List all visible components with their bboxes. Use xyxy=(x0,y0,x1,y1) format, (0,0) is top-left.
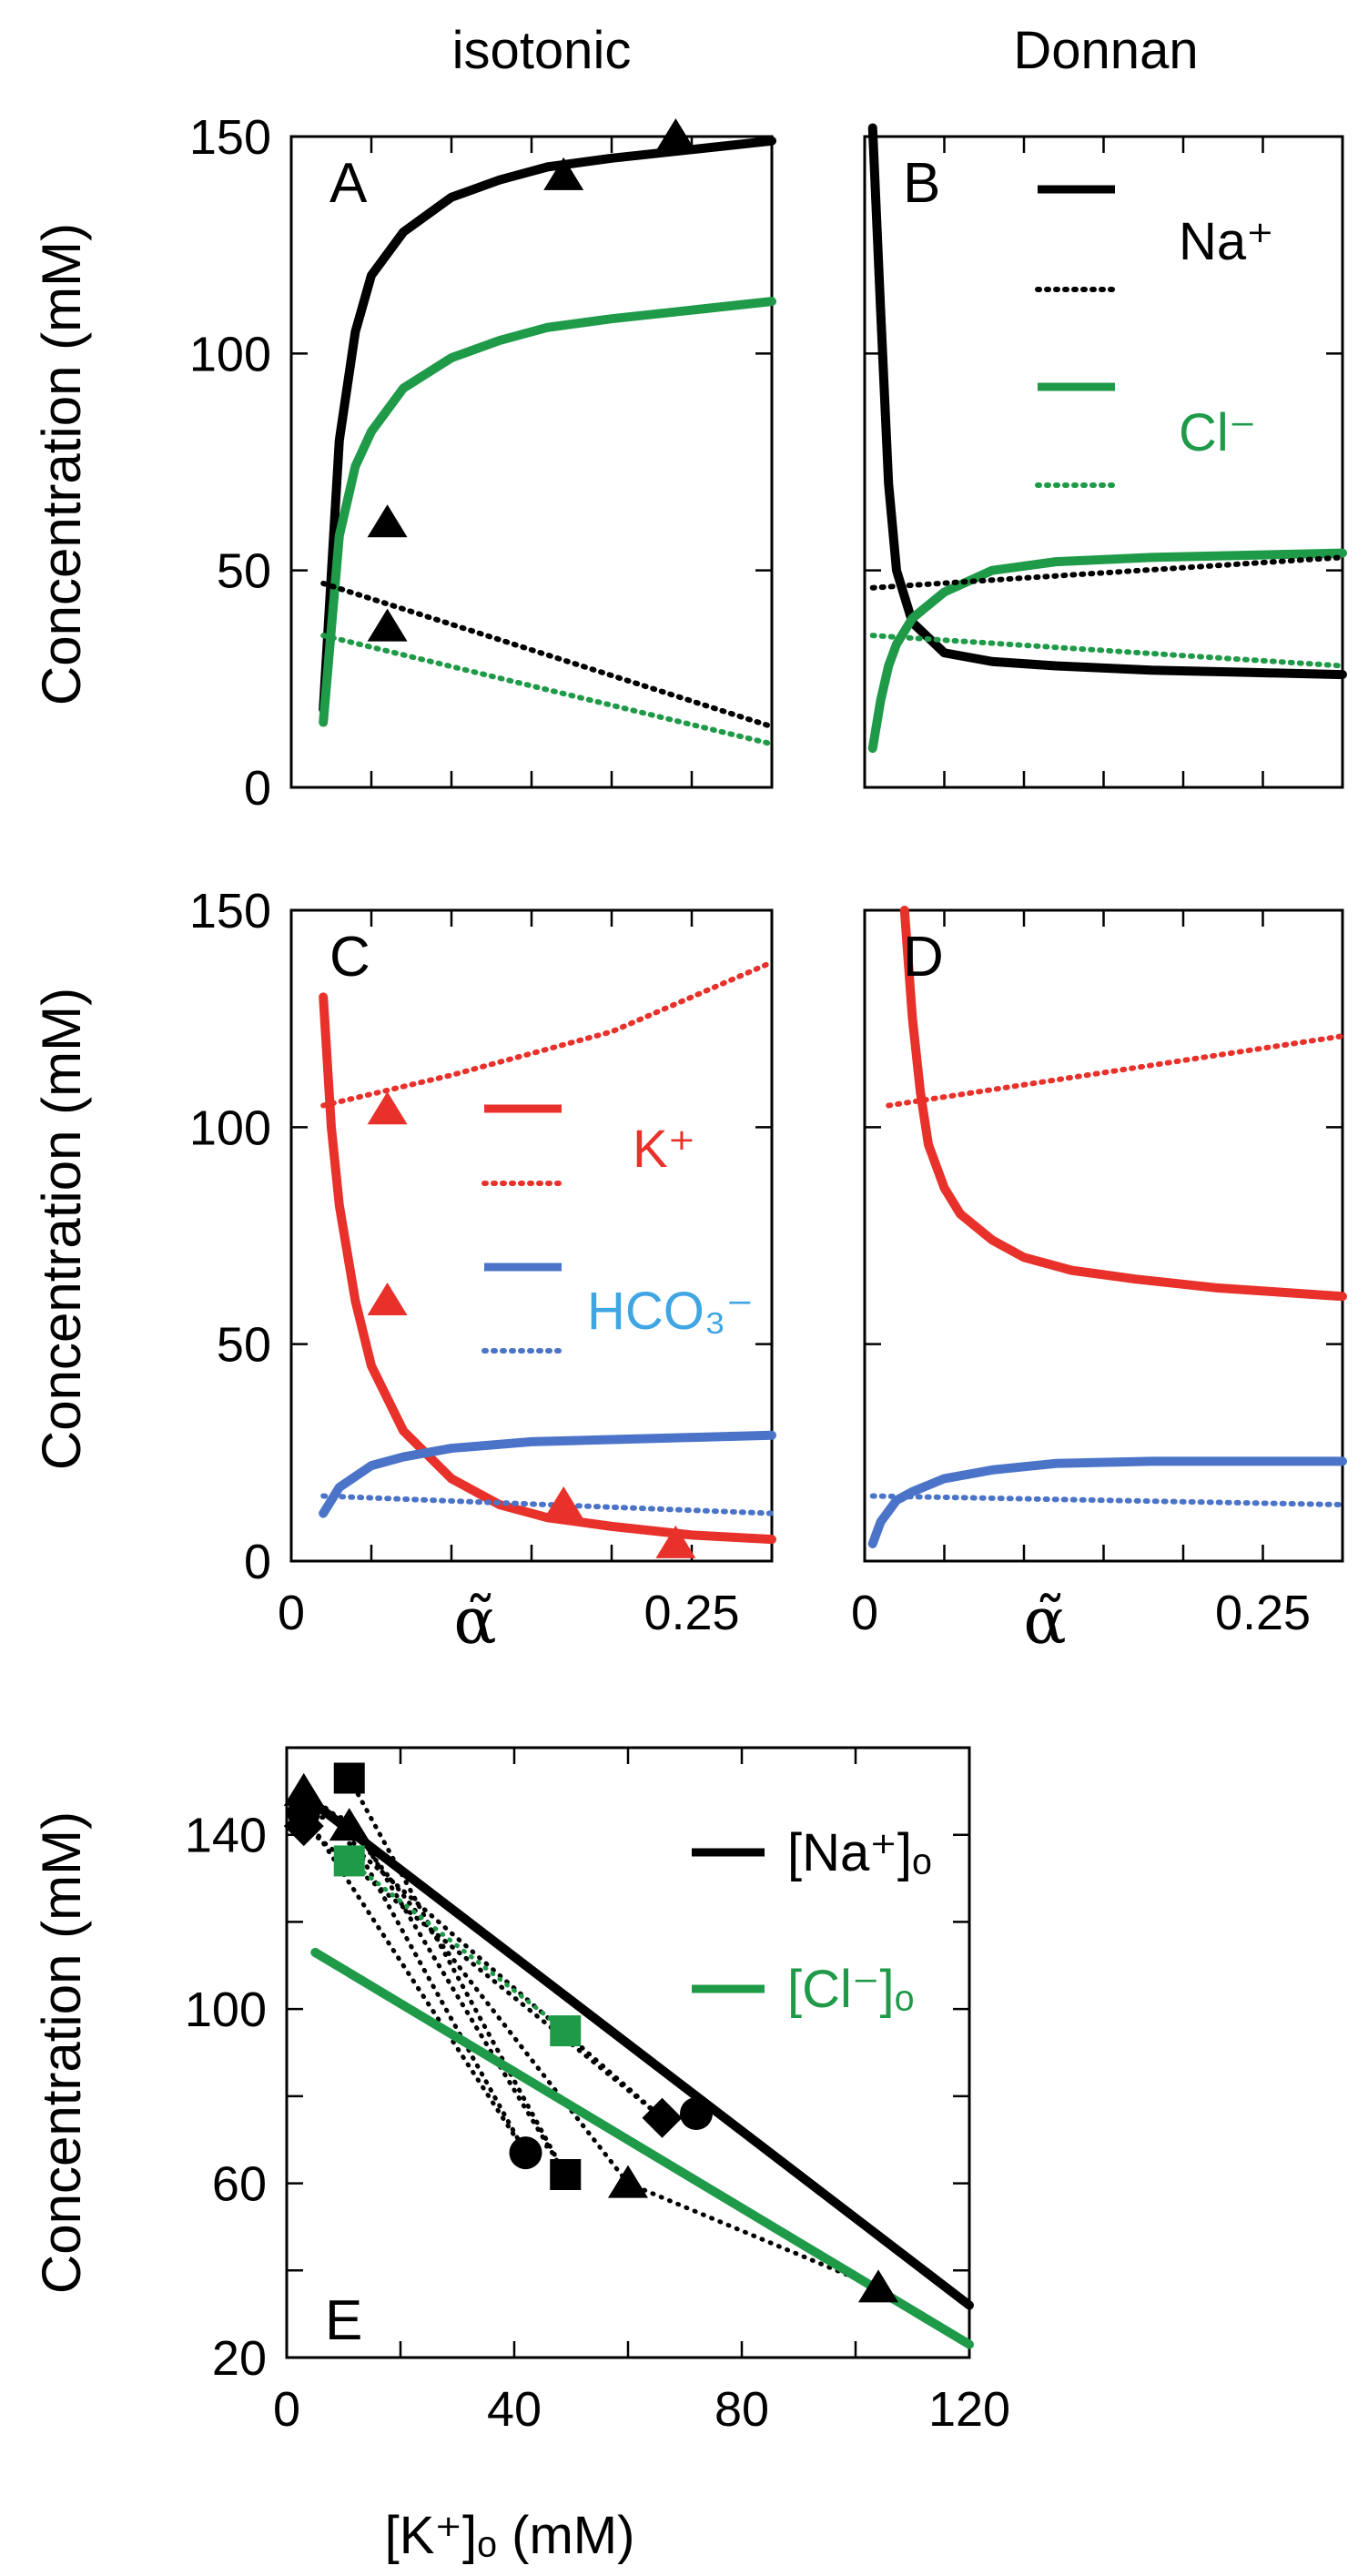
panel-e-xtick-label: 120 xyxy=(928,2382,1010,2437)
panel-e-marker-circle xyxy=(287,1796,320,1830)
panel-a-series-line xyxy=(320,633,775,747)
panel-e-marker-diamond xyxy=(642,2097,683,2138)
panel-e-ytick-label: 60 xyxy=(212,2157,267,2212)
panel-e-marker-triangle xyxy=(608,2165,648,2198)
panel-e-marker-triangle xyxy=(329,1808,370,1841)
panel-e-marker-circle xyxy=(509,2136,542,2170)
xlabel-e: [K⁺]ₒ (mM) xyxy=(385,2506,635,2565)
panel-a: 0 50 100 150 A xyxy=(189,110,776,816)
panel-b-label: B xyxy=(903,152,940,215)
panel-e-dotted-path xyxy=(347,1776,568,2177)
panel-d-series-line xyxy=(869,1493,1345,1508)
panel-e-xtick-label: 80 xyxy=(714,2382,769,2437)
panel-c-ytick-label: 0 xyxy=(244,1535,271,1589)
column-title-donnan: Donnan xyxy=(1013,21,1198,80)
legend-e: [Na⁺]ₒ [Cl⁻]ₒ xyxy=(692,1823,932,2019)
panel-b-series-line xyxy=(869,554,1345,591)
panel-e-label: E xyxy=(325,2289,362,2352)
alpha-label-c: α̃ xyxy=(453,1584,496,1658)
panel-b-series-line xyxy=(867,548,1347,754)
panel-b-series-line xyxy=(869,633,1345,669)
panel-a-marker-triangle xyxy=(367,504,408,538)
panel-e-dotted-path xyxy=(347,1858,568,2033)
panel-c-ytick-label: 150 xyxy=(189,884,271,938)
panel-c-marker-triangle xyxy=(367,1091,408,1125)
panel-a-marker-triangle xyxy=(367,608,408,642)
panel-a-ytick-label: 100 xyxy=(189,327,271,381)
panel-a-marker-triangle xyxy=(543,157,584,190)
panel-e-dotted-path xyxy=(347,1832,528,2155)
panel-a-ytick-label: 50 xyxy=(217,544,271,599)
legend-c-k-label: K⁺ xyxy=(633,1120,695,1179)
panel-e-marker-square xyxy=(333,1762,365,1794)
legend-e-na-label: [Na⁺]ₒ xyxy=(787,1823,932,1882)
legend-b: Na⁺ Cl⁻ xyxy=(1035,185,1274,488)
panel-b-series-line xyxy=(867,123,1347,680)
legend-b-na-label: Na⁺ xyxy=(1179,212,1274,271)
panel-d-series-line xyxy=(867,1456,1347,1548)
panel-e-marker-triangle xyxy=(858,2269,898,2303)
panel-c-xtick-label: 0 xyxy=(278,1586,305,1640)
legend-c: K⁺ HCO₃⁻ xyxy=(481,1104,754,1354)
panel-e-marker-triangle xyxy=(283,1772,324,1806)
legend-e-cl-label: [Cl⁻]ₒ xyxy=(787,1960,915,2019)
panel-e-xtick-label: 0 xyxy=(273,2382,300,2437)
panel-a-marker-triangle xyxy=(655,118,696,151)
panel-a-ytick-label: 150 xyxy=(189,110,271,165)
alpha-label-d: α̃ xyxy=(1023,1584,1066,1658)
panel-a-ytick-label: 0 xyxy=(244,761,271,816)
panel-c-ytick-label: 100 xyxy=(189,1100,271,1155)
panel-d-series-line xyxy=(886,1033,1345,1109)
panel-e-ytick-label: 140 xyxy=(185,1809,267,1863)
panel-e-ytick-label: 100 xyxy=(185,1983,267,2037)
panel-e-series-line xyxy=(310,1800,974,2310)
panel-e-dotted-path xyxy=(301,1810,557,2156)
ylabel-row1: Concentration (mM) xyxy=(31,223,92,705)
ylabel-row2: Concentration (mM) xyxy=(31,988,92,1470)
panel-e-marker-circle xyxy=(680,2097,713,2130)
panel-d: 0 0.25 D xyxy=(851,906,1347,1640)
panel-c-marker-triangle xyxy=(543,1486,584,1520)
panel-a-series-line xyxy=(319,136,776,715)
panel-e-marker-square xyxy=(550,2015,582,2047)
panel-c-frame xyxy=(289,908,774,1563)
panel-a-label: A xyxy=(329,152,368,215)
panel-e-xtick-label: 40 xyxy=(487,2382,542,2437)
panel-c: 0 50 100 150 0 0.25 C xyxy=(189,884,776,1640)
panel-a-series-line xyxy=(319,297,776,727)
panel-e-series-line xyxy=(310,1947,974,2349)
panel-c-xtick-label: 0.25 xyxy=(643,1586,739,1640)
panel-a-series-line xyxy=(320,580,775,730)
panel-c-marker-triangle xyxy=(367,1283,408,1315)
panel-b: B xyxy=(863,123,1347,789)
panel-c-series-line xyxy=(320,959,775,1109)
panel-e-marker-square xyxy=(550,2159,582,2190)
panel-e-marker-square xyxy=(333,1845,365,1877)
panel-d-series-line xyxy=(899,906,1347,1302)
panel-a-frame xyxy=(289,135,774,789)
panel-d-label: D xyxy=(903,926,944,989)
ylabel-row3: Concentration (mM) xyxy=(31,1811,92,2294)
panel-d-xtick-label: 0.25 xyxy=(1215,1586,1311,1640)
column-title-isotonic: isotonic xyxy=(452,21,632,80)
panel-e: 20 60 100 140 0 40 80 120 E xyxy=(185,1746,1010,2437)
legend-c-hco3-label: HCO₃⁻ xyxy=(587,1282,754,1341)
panel-d-xtick-label: 0 xyxy=(851,1586,878,1640)
panel-c-series-line xyxy=(319,1430,776,1518)
panel-e-ytick-label: 20 xyxy=(212,2331,267,2386)
legend-b-cl-label: Cl⁻ xyxy=(1179,403,1256,462)
panel-c-marker-triangle xyxy=(655,1525,696,1558)
panel-c-label: C xyxy=(329,926,370,989)
panel-c-series-line xyxy=(320,1493,775,1516)
panel-e-dotted-path xyxy=(347,1841,664,2121)
panel-c-ytick-label: 50 xyxy=(217,1318,271,1373)
